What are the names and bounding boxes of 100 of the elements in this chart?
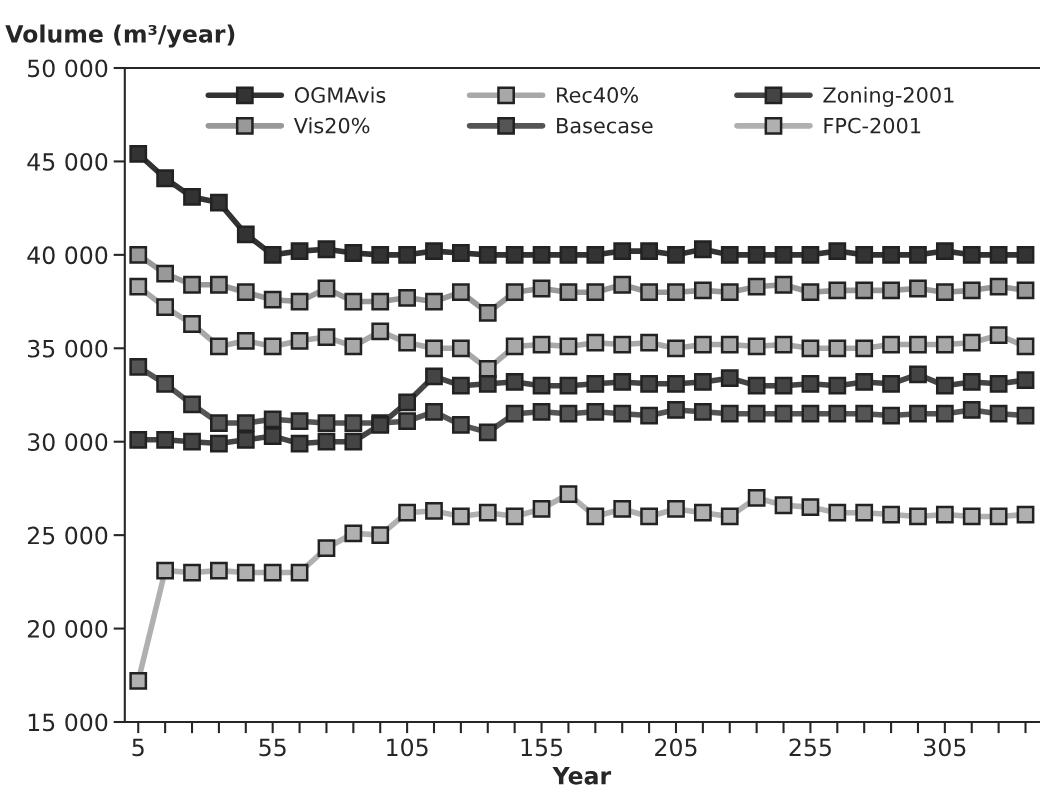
point [989, 374, 1008, 393]
point [962, 245, 981, 264]
point [236, 414, 255, 432]
point [452, 283, 470, 302]
point [183, 188, 201, 206]
point [398, 333, 416, 352]
point [559, 485, 578, 503]
legend-label: OGMAvis [294, 86, 386, 103]
point [263, 427, 282, 445]
point [640, 333, 658, 352]
point [210, 561, 228, 580]
point [183, 395, 201, 414]
point [425, 367, 443, 386]
point [425, 292, 443, 311]
point [747, 277, 766, 296]
point [774, 404, 793, 423]
point [989, 507, 1008, 526]
point [693, 281, 712, 300]
point [828, 339, 847, 358]
point [532, 402, 551, 421]
point [317, 328, 336, 346]
point [129, 672, 148, 690]
legend-label: FPC-2001 [824, 117, 921, 134]
x-tick-label: 5 [132, 738, 144, 757]
point [1016, 406, 1035, 425]
point [613, 275, 632, 294]
point [720, 245, 739, 264]
point [290, 434, 309, 453]
point [371, 292, 390, 311]
point [828, 376, 847, 395]
point [505, 283, 524, 302]
point [129, 430, 148, 449]
y-tick-label: 50 000 [28, 59, 108, 78]
point [828, 503, 847, 522]
point [129, 277, 148, 296]
point [290, 331, 309, 350]
point [505, 404, 524, 423]
point [425, 501, 443, 520]
point [586, 245, 605, 264]
legend-label: Basecase [557, 117, 653, 134]
point [398, 393, 416, 412]
point [559, 337, 578, 356]
point [882, 245, 900, 264]
point [156, 430, 175, 449]
point [909, 279, 927, 298]
point [667, 500, 685, 518]
point [183, 315, 201, 333]
point [532, 500, 551, 518]
point [989, 326, 1008, 345]
point [478, 303, 497, 322]
point [532, 335, 551, 354]
point [398, 412, 416, 431]
point [640, 507, 658, 526]
point [667, 374, 685, 393]
point [210, 434, 228, 453]
point [962, 401, 981, 419]
point [586, 333, 605, 352]
y-tick-label: 40 000 [27, 246, 108, 265]
point [693, 402, 712, 421]
point [210, 337, 228, 356]
point [210, 275, 228, 294]
point [317, 279, 336, 298]
point [317, 539, 336, 558]
point [425, 242, 443, 261]
point [1016, 281, 1035, 300]
point [129, 245, 148, 264]
point [210, 193, 228, 212]
point [935, 376, 954, 395]
point [452, 244, 470, 262]
point [317, 240, 336, 259]
point [693, 503, 712, 522]
point [909, 507, 927, 526]
point [156, 298, 175, 317]
point [156, 561, 175, 580]
point [452, 339, 470, 358]
point [855, 281, 874, 300]
point [317, 432, 336, 451]
point [935, 242, 954, 261]
point [855, 503, 874, 522]
point [774, 376, 793, 395]
point [882, 281, 900, 300]
point [290, 292, 309, 311]
y-tick-label: 30 000 [28, 433, 108, 452]
point [236, 225, 255, 244]
point [236, 283, 255, 302]
point [263, 290, 282, 309]
point [989, 245, 1008, 264]
point [129, 145, 148, 163]
point [828, 242, 847, 261]
point [1016, 245, 1035, 264]
point [1016, 371, 1035, 389]
point [532, 245, 551, 264]
point [425, 402, 443, 421]
y-axis-title: Volume (m³/year) [5, 24, 235, 48]
point [290, 412, 309, 431]
x-tick-label: 155 [521, 738, 563, 757]
point [613, 500, 632, 518]
point [398, 288, 416, 307]
point [505, 507, 524, 526]
point [693, 335, 712, 354]
